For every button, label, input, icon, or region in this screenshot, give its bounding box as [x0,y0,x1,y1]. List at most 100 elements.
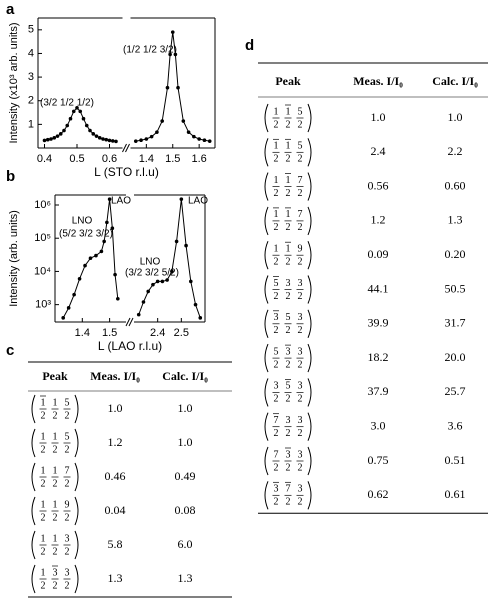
fraction-den: 2 [298,428,303,439]
fraction-den: 2 [65,512,70,523]
fraction-den: 2 [286,394,291,405]
data-point [49,137,53,141]
data-point [181,119,186,123]
fraction-num: 3 [274,381,279,392]
data-point [62,128,66,133]
fraction-num: 5 [65,431,70,442]
meas-value: 0.56 [368,178,389,192]
fraction-num: 3 [274,484,279,495]
paren [307,412,312,441]
calc-value: 20.0 [445,350,466,364]
axis-break [125,317,131,327]
y-axis-label: Intensity (arb. units) [8,210,20,307]
panel-label: a [6,1,15,18]
data-point [151,282,155,287]
y-tick-label: 3 [28,71,34,83]
paren [264,446,269,476]
fraction-den: 2 [41,546,46,557]
calc-value: 1.0 [448,110,463,124]
meas-value: 0.62 [368,487,389,501]
fraction-num: 7 [65,465,70,476]
fraction-num: 5 [274,346,279,357]
calc-value: 1.3 [448,213,463,227]
paren [31,564,36,594]
fraction-num: 1 [53,465,58,476]
data-point [88,128,92,133]
fraction-num: 1 [41,533,46,544]
calc-value: 1.0 [178,401,193,415]
paren [264,275,269,304]
meas-value: 0.09 [368,247,389,261]
meas-value: 0.04 [105,503,126,517]
data-point [174,239,179,244]
fraction-num: 3 [298,484,303,495]
y-tick-label: 10³ [35,299,51,311]
x-tick-label: 1.5 [102,327,117,339]
table-header: Calc. I/I₀ [162,369,208,383]
fraction-num: 5 [298,141,303,152]
data-point [193,302,198,307]
fraction-num: 9 [65,499,70,510]
meas-value: 2.4 [371,144,386,158]
data-point [165,85,170,90]
calc-value: 0.60 [445,178,466,192]
paren [31,394,36,424]
y-tick-label: 10⁵ [34,232,51,244]
fraction-den: 2 [274,325,279,336]
x-axis-label: L (STO r.l.u) [94,165,159,179]
data-point [88,256,93,261]
paren [264,481,269,510]
fraction-den: 2 [286,256,291,267]
data-point [55,134,60,138]
paren [307,343,312,373]
y-tick-label: 10⁶ [34,199,51,211]
meas-value: 1.2 [108,435,123,449]
data-point [107,138,112,143]
data-point [78,109,83,114]
y-tick-label: 5 [28,24,34,36]
paren [31,496,36,526]
fraction-den: 2 [286,325,291,336]
meas-value: 1.3 [108,571,123,585]
calc-value: 31.7 [445,316,466,330]
calc-value: 25.7 [445,384,466,398]
paren [31,462,36,492]
fraction-num: 7 [298,209,303,220]
fraction-den: 2 [274,497,279,508]
fraction-den: 2 [286,428,291,439]
fraction-den: 2 [298,497,303,508]
fraction-num: 1 [41,567,46,578]
fraction-den: 2 [274,359,279,370]
fraction-den: 2 [286,497,291,508]
table-header: Meas. I/I₀ [353,74,403,88]
data-point [72,292,76,297]
calc-value: 0.20 [445,247,466,261]
data-point [42,138,47,143]
fraction-den: 2 [298,291,303,302]
fraction-den: 2 [274,462,279,473]
fraction-den: 2 [41,444,46,455]
data-point [97,136,102,140]
calc-value: 2.2 [448,144,463,158]
calc-value: 3.6 [448,418,463,432]
data-point [155,130,159,134]
data-point [160,279,165,284]
fraction-den: 2 [53,444,58,455]
paren [264,241,269,270]
paren [307,206,312,236]
table-header: Peak [275,74,301,88]
y-tick-label: 4 [28,47,34,59]
fraction-den: 2 [298,154,303,165]
paren [74,496,79,526]
fraction-den: 2 [286,188,291,199]
x-tick-label: 0.4 [37,153,52,165]
data-point [105,220,109,225]
x-tick-label: 1.4 [75,327,90,339]
fraction-den: 2 [41,478,46,489]
fraction-den: 2 [53,580,58,591]
data-point [101,137,105,141]
fraction-den: 2 [53,512,58,523]
meas-value: 0.75 [368,453,389,467]
fraction-den: 2 [53,546,58,557]
